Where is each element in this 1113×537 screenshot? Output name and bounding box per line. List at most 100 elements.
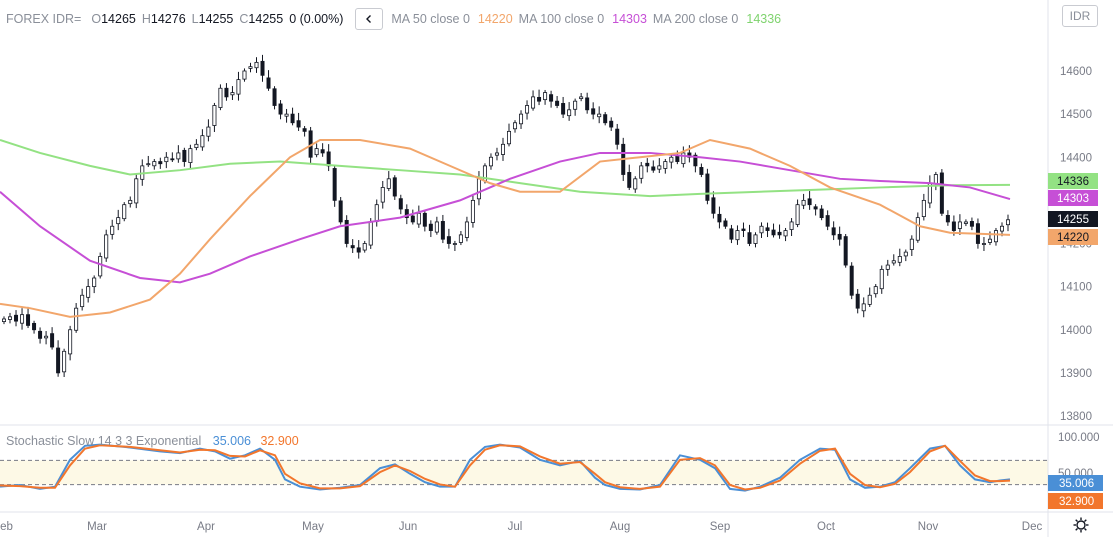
- candle: [104, 229, 109, 262]
- candle-body: [651, 166, 656, 171]
- candle-body: [939, 172, 944, 214]
- low-value: 14255: [198, 12, 234, 26]
- ma100-name[interactable]: MA 100 close 0: [518, 12, 605, 26]
- candle-body: [266, 77, 271, 89]
- candle: [945, 210, 950, 226]
- candle-body: [909, 238, 914, 250]
- candle: [398, 194, 403, 215]
- ma50-name[interactable]: MA 50 close 0: [391, 12, 470, 26]
- candle-body: [374, 204, 379, 222]
- candle-body: [609, 120, 614, 128]
- stochastic-k-line: [0, 443, 1011, 492]
- candle-body: [567, 109, 572, 117]
- candle: [723, 218, 728, 229]
- candle: [458, 230, 463, 246]
- candle: [843, 234, 848, 268]
- candle: [362, 240, 367, 253]
- candle-body: [813, 206, 818, 210]
- candle: [939, 169, 944, 216]
- close-value: 14255: [248, 12, 284, 26]
- candle-body: [537, 96, 542, 102]
- stochastic-axis-label-text: 32.900: [1059, 496, 1094, 508]
- candle: [513, 120, 518, 133]
- candle: [771, 223, 776, 238]
- currency-button[interactable]: IDR: [1062, 5, 1098, 27]
- candle: [440, 214, 445, 244]
- candle-body: [627, 172, 632, 188]
- ma200-line: [0, 139, 1011, 198]
- ma200-name[interactable]: MA 200 close 0: [652, 12, 739, 26]
- ma50-value: 14220: [477, 12, 513, 26]
- time-tick-label: Apr: [197, 521, 215, 533]
- candle: [729, 224, 734, 244]
- candle: [242, 68, 247, 82]
- candle: [488, 153, 493, 170]
- candle: [218, 84, 223, 111]
- candle-body: [783, 230, 788, 237]
- candle-body: [38, 330, 43, 339]
- candle-body: [422, 212, 427, 227]
- stochastic-name[interactable]: Stochastic Slow 14 3 3 Exponential: [6, 434, 202, 448]
- candle: [783, 227, 788, 242]
- candle-body: [675, 155, 680, 162]
- candle-body: [296, 120, 301, 128]
- candle: [1006, 214, 1011, 232]
- candle: [254, 57, 259, 73]
- candle: [801, 193, 806, 210]
- candle: [825, 210, 830, 231]
- ma50-line: [0, 138, 1011, 318]
- candle-body: [993, 230, 998, 243]
- candle: [44, 331, 49, 345]
- candle: [915, 212, 920, 243]
- candle-body: [705, 173, 710, 201]
- candle-body: [729, 228, 734, 240]
- time-tick-label: Sep: [710, 521, 730, 533]
- candle-body: [969, 221, 974, 227]
- candle-body: [50, 333, 55, 348]
- collapse-legend-button[interactable]: [355, 8, 384, 30]
- candle: [519, 110, 524, 129]
- candle: [290, 107, 295, 126]
- gear-icon[interactable]: [1072, 516, 1090, 534]
- candle-body: [663, 161, 668, 169]
- candle: [537, 89, 542, 106]
- candle-body: [458, 234, 463, 243]
- candle-body: [771, 229, 776, 236]
- candle-body: [218, 87, 223, 108]
- candle: [98, 252, 103, 279]
- candle: [74, 303, 79, 333]
- candle-body: [434, 221, 439, 233]
- candle-body: [314, 148, 319, 156]
- candle: [777, 224, 782, 239]
- candle: [639, 161, 644, 184]
- candle-body: [446, 236, 451, 244]
- candle: [350, 239, 355, 253]
- candle-body: [440, 221, 445, 240]
- price-axis-label-bg: [1048, 211, 1098, 227]
- stochastic-tick-label: 100.000: [1058, 432, 1100, 444]
- stochastic-d-value: 32.900: [260, 434, 299, 448]
- candle: [759, 222, 764, 238]
- stochastic-k-value: 35.006: [212, 434, 251, 448]
- candle: [681, 146, 686, 168]
- candle: [981, 237, 986, 252]
- candle: [128, 196, 133, 208]
- candle: [693, 152, 698, 173]
- candle: [338, 197, 343, 225]
- candle-body: [8, 316, 13, 320]
- candle: [585, 92, 590, 114]
- candle-body: [236, 79, 241, 95]
- candle: [452, 240, 457, 252]
- price-axis-label-text: 14303: [1057, 193, 1089, 205]
- candle-body: [62, 350, 67, 373]
- candle: [68, 325, 73, 361]
- candle: [176, 145, 181, 163]
- candle-body: [573, 100, 578, 110]
- candle-body: [987, 238, 992, 243]
- candle-body: [302, 128, 307, 132]
- price-tick-label: 14100: [1060, 282, 1092, 294]
- candle: [855, 289, 860, 314]
- candle-body: [549, 94, 554, 102]
- price-tick-label: 14400: [1060, 152, 1092, 164]
